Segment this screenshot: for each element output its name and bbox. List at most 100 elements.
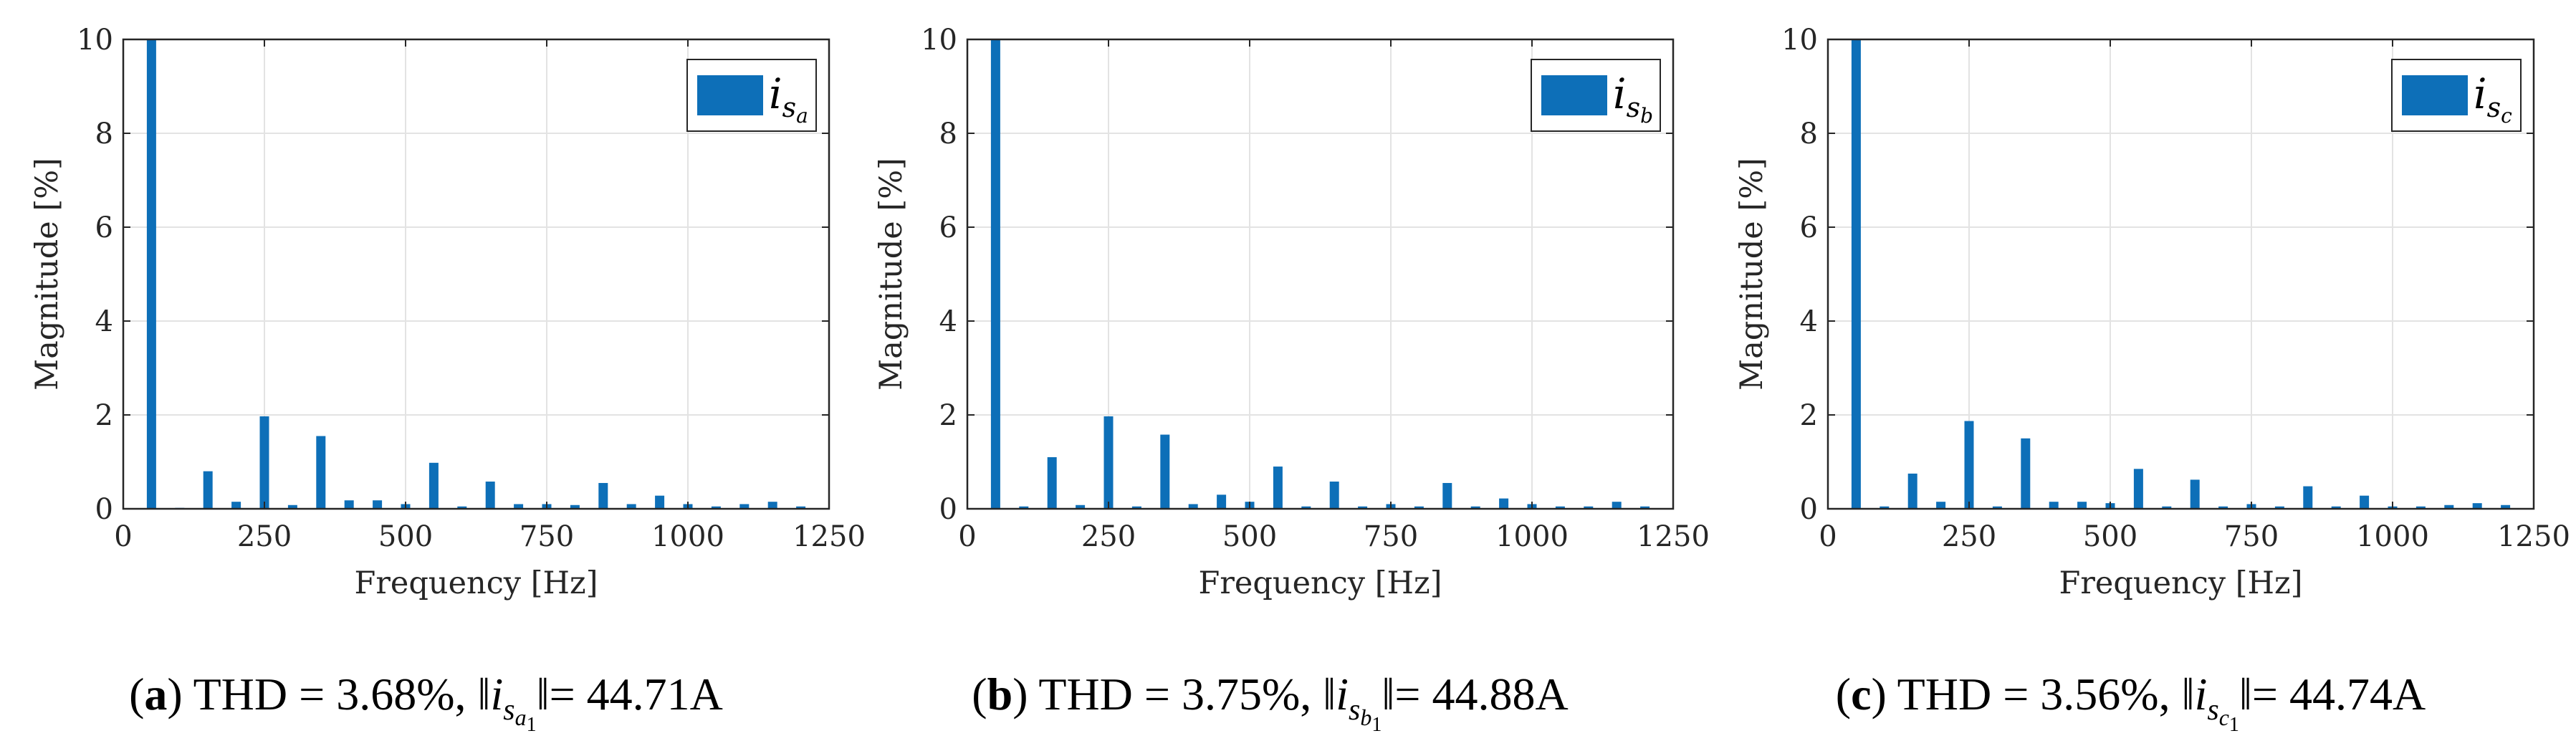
chart-panel-c: 0 250 500 750 1000 1250 0 2 4 6 8 10 Frequency [Hz] M… [1734, 24, 2570, 601]
legend-swatch [1541, 75, 1607, 115]
legend: isc [2391, 59, 2522, 132]
x-tick-label: 750 [2224, 520, 2279, 553]
legend-label: isa [769, 70, 808, 128]
x-axis-label: Frequency [Hz] [1199, 565, 1442, 601]
subfigure-caption: (b) THD = 3.75%, ‖isb1‖= 44.88A [972, 669, 1568, 736]
x-tick-label: 250 [1081, 520, 1136, 553]
bar [1584, 506, 1594, 509]
legend: isb [1531, 59, 1661, 132]
y-tick-label: 2 [939, 399, 957, 432]
x-tick-label: 750 [1364, 520, 1418, 553]
bar [1936, 502, 1946, 509]
axes-box [122, 38, 830, 510]
x-tick-label: 500 [378, 520, 433, 553]
bar [2472, 503, 2482, 509]
bar [2360, 495, 2370, 509]
x-tick-label: 500 [1222, 520, 1277, 553]
bar [655, 495, 665, 509]
bar [1019, 506, 1029, 509]
x-tick-label: 0 [114, 520, 132, 553]
bar [2190, 479, 2200, 509]
bar [1273, 467, 1283, 509]
chart-panel-a: 0 250 500 750 1000 1250 0 2 4 6 8 10 Frequency [Hz] M… [29, 24, 866, 601]
bar [1301, 506, 1311, 509]
bar [1047, 456, 1057, 509]
bar [428, 462, 439, 509]
x-tick-label: 0 [958, 520, 976, 553]
bar [1640, 506, 1650, 509]
bar [2218, 506, 2228, 509]
bar [316, 436, 326, 509]
bar [1414, 506, 1424, 509]
bar [711, 506, 721, 509]
bar [2444, 504, 2454, 509]
bar [1499, 498, 1509, 509]
y-axis-label: Magnitude [%] [873, 158, 909, 391]
bar [344, 500, 354, 509]
x-tick-label: 1000 [651, 520, 724, 553]
bar [1329, 482, 1339, 509]
x-tick-label: 1250 [1637, 520, 1710, 553]
bar [1358, 506, 1368, 509]
bar [570, 504, 580, 509]
bar [457, 506, 467, 509]
bar [2415, 506, 2426, 509]
x-tick-label: 1000 [2356, 520, 2429, 553]
y-tick-label: 2 [1800, 399, 1818, 432]
bar [1470, 506, 1480, 509]
x-tick-label: 0 [1819, 520, 1837, 553]
bar [1103, 416, 1114, 509]
x-tick-label: 500 [2083, 520, 2137, 553]
bar [259, 416, 269, 509]
y-tick-label: 0 [95, 493, 113, 526]
y-axis-label: Magnitude [%] [29, 158, 65, 391]
y-axis-label: Magnitude [%] [1734, 158, 1770, 391]
bar [1555, 506, 1565, 509]
legend-swatch [2402, 75, 2468, 115]
y-tick-label: 8 [939, 118, 957, 150]
bar [1907, 473, 1917, 509]
x-tick-label: 250 [237, 520, 292, 553]
bar [146, 39, 156, 509]
bar [1188, 504, 1198, 509]
bar [796, 506, 806, 509]
x-tick-label: 750 [519, 520, 574, 553]
y-tick-label: 8 [1800, 118, 1818, 150]
chart-panel-b: 0 250 500 750 1000 1250 0 2 4 6 8 10 Frequency [Hz] M… [873, 24, 1710, 601]
y-tick-label: 6 [95, 211, 113, 244]
y-tick-label: 8 [95, 118, 113, 150]
bar [2077, 502, 2087, 509]
legend-label: isb [1613, 70, 1653, 128]
bar [287, 504, 297, 509]
bar [1992, 506, 2002, 509]
axes-box [966, 38, 1675, 510]
legend: isa [686, 59, 817, 132]
bar [1880, 506, 1890, 509]
bar [739, 504, 750, 509]
y-tick-label: 4 [1800, 305, 1818, 338]
bar [1612, 502, 1622, 509]
bar [2303, 486, 2313, 509]
y-tick-label: 0 [939, 493, 957, 526]
bar [626, 504, 636, 509]
x-tick-label: 1250 [2497, 520, 2570, 553]
bar [1217, 494, 1227, 509]
y-tick-label: 4 [939, 305, 957, 338]
x-tick-label: 250 [1942, 520, 1996, 553]
bar [2021, 438, 2031, 509]
bar [1964, 421, 1974, 509]
bar [2133, 469, 2143, 509]
bar [1131, 506, 1141, 509]
bar [485, 482, 495, 509]
y-tick-label: 10 [1781, 24, 1818, 57]
x-axis-label: Frequency [Hz] [355, 565, 598, 601]
y-tick-label: 6 [1800, 211, 1818, 244]
bar [373, 500, 383, 509]
x-tick-label: 1000 [1495, 520, 1569, 553]
subfigure-caption: (c) THD = 3.56%, ‖isc1‖= 44.74A [1836, 669, 2426, 736]
y-tick-label: 4 [95, 305, 113, 338]
bar [203, 471, 213, 509]
y-tick-label: 10 [77, 24, 113, 57]
bar [514, 504, 524, 509]
